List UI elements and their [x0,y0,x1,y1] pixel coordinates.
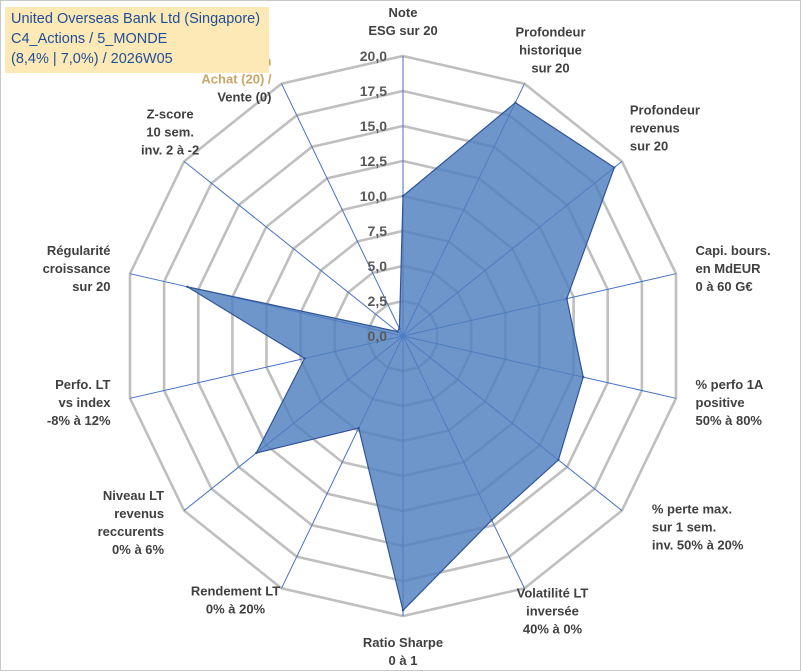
chart-title-box: United Overseas Bank Ltd (Singapore) C4_… [5,7,269,73]
axis-label-line: 0 à 60 G€ [696,279,753,294]
axis-label-line: Rendement LT [191,583,280,598]
data-point [396,330,399,333]
axis-label-line: Profondeur [515,25,585,40]
data-point [303,357,306,360]
axis-label-line: 0 à 1 [389,653,418,668]
axis-label-line: vs index [58,395,111,410]
axis-label-line: reccurents [98,524,164,539]
axis-label-line: Niveau LT [103,488,164,503]
axis-label-line: % perfo 1A [696,377,765,392]
axis-label-line: Profondeur [630,102,700,117]
data-point [401,609,405,612]
axis-label-line: 0% à 20% [206,601,266,616]
data-point [565,297,568,300]
axis-labels: Note ESG sur 20 Profondeur historique sur 20… [43,5,771,668]
radar-series [186,101,616,612]
axis-label-line: Ratio Sharpe [363,635,443,650]
axis-label-line: Note [389,5,418,20]
axis-label-line: sur 20 [630,138,668,153]
axis-label-line: % perte max. [652,502,732,517]
data-point [490,519,493,522]
title-stats: (8,4% | 7,0%) / 2026W05 [11,51,173,67]
axis-label: % perfo 1A positive 50% à 80% [696,377,765,428]
data-point [557,458,560,462]
data-point [613,166,616,169]
axis-label: Profondeur historique sur 20 [515,25,585,76]
axis-label: Perfo. LT vs index -8% à 12% [47,377,111,428]
tick-label: 5,0 [368,258,388,274]
axis-label: Note ESG sur 20 [368,5,437,38]
axis-label-line: sur 20 [72,279,110,294]
axis-label-line: positive [696,395,745,410]
axis-label-line: sur 1 sem. [652,520,716,535]
axis-label-line: en MdEUR [696,261,762,276]
axis-label: Volatilité LT inversée 40% à 0% [517,585,589,636]
axis-label-line: inv. 2 à -2 [141,142,199,157]
radar-spoke [183,161,404,337]
tick-label: 12,5 [360,153,387,169]
axis-label-line: Régularité [47,243,111,258]
axis-label-line: -8% à 12% [47,413,111,428]
axis-label: Rendement LT 0% à 20% [191,583,280,616]
axis-label: Profondeur revenus sur 20 [630,102,700,153]
tick-label: 0,0 [368,328,388,344]
axis-label-line: 50% à 80% [696,413,763,428]
data-point [357,426,360,430]
data-point [186,285,189,288]
title-portfolio: C4_Actions / 5_MONDE [11,31,168,47]
axis-label: Z-score 10 sem. inv. 2 à -2 [141,106,199,157]
tick-label: 7,5 [368,223,388,239]
data-point [514,101,517,104]
axis-label-line: revenus [630,120,680,135]
title-company: United Overseas Bank Ltd (Singapore) [11,11,261,27]
axis-label-line: inv. 50% à 20% [652,538,744,553]
tick-label: 20,0 [360,48,387,64]
radar-spoke [281,83,404,337]
axis-label-line: 40% à 0% [523,621,583,636]
axis-label: Capi. bours. en MdEUR 0 à 60 G€ [696,243,771,294]
axis-label-line: Perfo. LT [55,377,110,392]
axis-label-line: ESG sur 20 [368,23,437,38]
axis-label-line: revenus [114,506,164,521]
axis-label-line: croissance [43,261,111,276]
data-point [582,375,585,379]
axis-label-line: Z-score [147,106,194,121]
axis-label: Niveau LT revenus reccurents 0% à 6% [98,488,165,557]
data-point [255,451,258,455]
axis-label-line: Vente (0) [217,90,271,105]
axis-label-line: Achat (20) / [201,72,271,87]
axis-label-line: Capi. bours. [696,243,771,258]
axis-label-line: 10 sem. [146,124,194,139]
axis-label-line: inversée [526,603,579,618]
tick-label: 15,0 [360,118,387,134]
axis-label: % perte max. sur 1 sem. inv. 50% à 20% [652,502,744,553]
axis-label-line: 0% à 6% [112,542,164,557]
tick-label: 17,5 [360,83,387,99]
tick-label: 2,5 [368,293,388,309]
data-point [398,327,401,330]
axis-label-line: sur 20 [531,61,569,76]
axis-label-line: historique [519,43,582,58]
tick-label: 10,0 [360,188,387,204]
data-point [401,194,405,198]
radial-ticks: 0,0 2,5 5,0 7,5 10,0 12,5 15,0 17,5 20,0 [360,48,387,344]
axis-label: Régularité croissance sur 20 [43,243,111,294]
axis-label: Ratio Sharpe 0 à 1 [363,635,443,668]
series-area [186,101,616,612]
axis-label-line: Volatilité LT [517,585,589,600]
